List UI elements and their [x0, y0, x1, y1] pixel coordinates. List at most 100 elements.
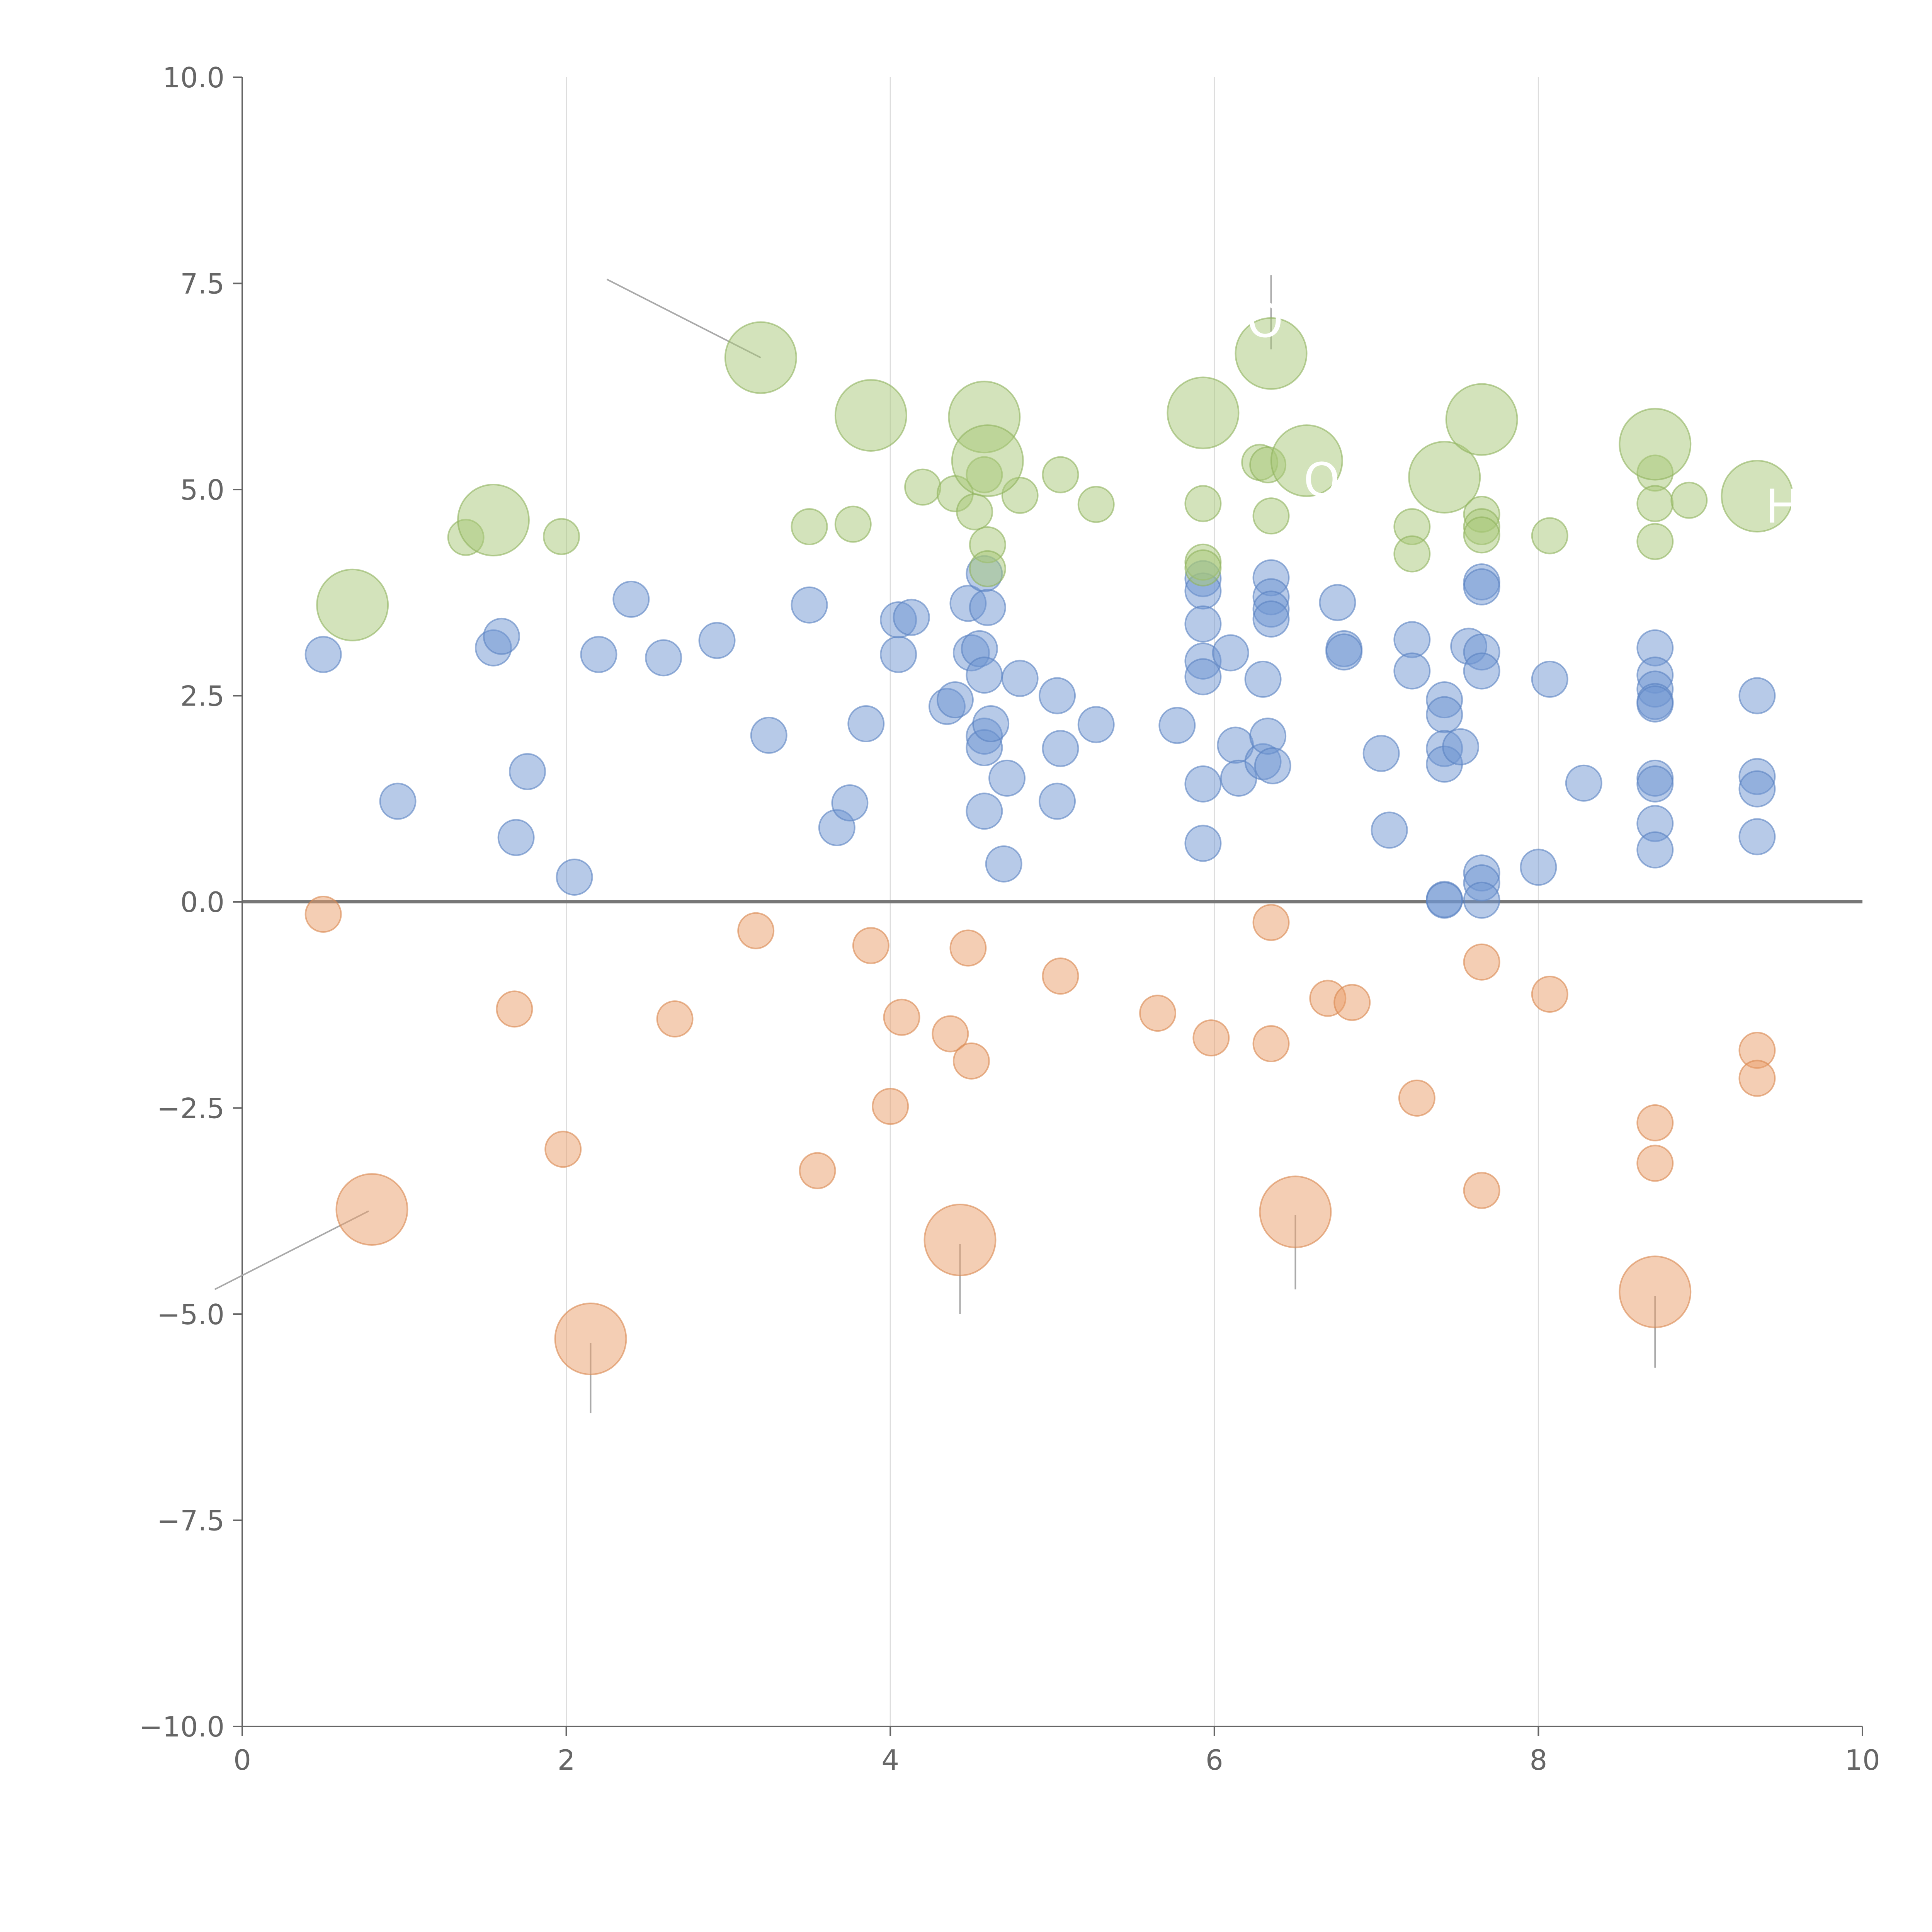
x-tick-label-5: 10	[1845, 1744, 1880, 1776]
x-tick-label-1: 2	[558, 1744, 575, 1776]
blue-point-80	[1531, 660, 1568, 698]
blue-point-44	[1184, 765, 1222, 803]
blue-point-5	[509, 753, 546, 790]
orange-point-8	[883, 998, 920, 1036]
blue-point-30	[972, 705, 1010, 743]
annotations: O ORT H	[1247, 294, 1800, 534]
green-point-1	[543, 518, 580, 555]
green-highlight-point-11	[1619, 408, 1692, 481]
blue-point-41	[1184, 605, 1222, 643]
blue-point-33	[1001, 660, 1039, 697]
green-highlight-point-10	[1445, 383, 1518, 456]
blue-point-25	[966, 656, 1003, 694]
orange-highlight-point-1	[554, 1303, 627, 1376]
green-point-2	[791, 508, 828, 546]
orange-point-12	[1042, 957, 1079, 995]
blue-point-11	[750, 716, 787, 754]
green-point-20	[1393, 535, 1431, 573]
blue-point-46	[1212, 634, 1249, 672]
green-point-26	[1636, 485, 1674, 522]
x-tick-label-0: 0	[233, 1744, 251, 1776]
blue-point-14	[831, 784, 869, 821]
y-tick-label-1: −7.5	[157, 1505, 224, 1537]
blue-point-81	[1565, 764, 1602, 802]
blue-point-28	[966, 793, 1003, 830]
orange-point-20	[1463, 943, 1500, 981]
blue-point-73	[1463, 568, 1500, 605]
orange-point-9	[932, 1015, 969, 1053]
y-tick-label-8: 10.0	[163, 61, 224, 94]
blue-point-69	[1426, 881, 1463, 919]
green-highlight-point-0	[316, 568, 389, 641]
green-highlight-point-5	[951, 424, 1024, 497]
blue-point-29	[969, 589, 1006, 626]
orange-point-21	[1463, 1172, 1500, 1209]
orange-highlight-point-0	[335, 1173, 408, 1246]
blue-point-45	[1184, 825, 1222, 862]
x-tick-label-2: 4	[881, 1744, 899, 1776]
green-highlight-point-3	[834, 379, 907, 452]
green-highlight-point-1	[457, 483, 530, 556]
green-point-6	[956, 493, 993, 531]
orange-point-16	[1252, 1025, 1290, 1063]
blue-point-36	[1039, 782, 1076, 820]
orange-point-4	[737, 912, 775, 949]
orange-point-3	[656, 1000, 694, 1038]
blue-point-17	[880, 636, 917, 673]
orange-point-19	[1398, 1079, 1435, 1117]
blue-point-86	[1636, 685, 1674, 723]
orange-point-0	[304, 896, 342, 933]
green-highlight-point-2	[724, 321, 797, 394]
green-highlight-point-9	[1408, 440, 1481, 514]
blue-point-38	[1158, 707, 1196, 744]
orange-point-24	[1636, 1145, 1674, 1182]
orange-point-14	[1192, 1019, 1230, 1057]
blue-point-70	[1442, 728, 1480, 765]
green-highlight-point-12	[1721, 460, 1794, 533]
orange-point-22	[1531, 976, 1568, 1013]
green-point-12	[1077, 486, 1115, 523]
blue-point-55	[1252, 600, 1290, 638]
orange-highlight-point-4	[1619, 1255, 1692, 1328]
blue-point-59	[1325, 633, 1363, 671]
blue-point-35	[1042, 730, 1079, 767]
orange-point-13	[1139, 995, 1177, 1032]
blue-point-78	[1463, 881, 1500, 919]
orange-point-18	[1333, 984, 1371, 1021]
blue-point-20	[936, 681, 974, 719]
blue-point-7	[580, 636, 617, 673]
blue-point-65	[1426, 696, 1463, 733]
green-point-23	[1463, 516, 1500, 554]
blue-point-90	[1636, 831, 1674, 869]
blue-point-32	[988, 759, 1026, 797]
blue-point-56	[1254, 747, 1291, 784]
green-point-24	[1531, 517, 1568, 554]
data-points	[304, 317, 1794, 1376]
green-point-9	[969, 550, 1006, 587]
axes: −10.0 −7.5 −5.0 −2.5 0.0 2.5 5.0 7.5 10.0 0 2 4 6 8 10	[139, 61, 1880, 1776]
x-tick-label-4: 8	[1529, 1744, 1547, 1776]
blue-point-12	[791, 586, 828, 624]
y-tick-label-7: 7.5	[180, 268, 224, 300]
orange-highlight-point-2	[923, 1203, 997, 1276]
blue-point-49	[1244, 660, 1282, 698]
blue-point-3	[483, 617, 520, 655]
x-tick-label-3: 6	[1206, 1744, 1223, 1776]
annotation-text-2: H	[1765, 480, 1800, 534]
green-point-13	[1184, 485, 1222, 522]
orange-point-26	[1738, 1060, 1776, 1097]
y-tick-label-4: 0.0	[180, 886, 224, 918]
blue-point-4	[497, 819, 535, 856]
blue-point-9	[645, 639, 682, 677]
green-point-18	[1252, 497, 1290, 535]
blue-point-1	[379, 782, 417, 820]
blue-point-6	[556, 858, 593, 896]
blue-point-61	[1371, 811, 1408, 849]
blue-point-57	[1319, 584, 1356, 621]
orange-point-2	[544, 1131, 582, 1168]
blue-point-31	[985, 845, 1022, 883]
green-highlight-point-6	[1167, 376, 1240, 449]
y-tick-label-2: −5.0	[157, 1298, 224, 1331]
